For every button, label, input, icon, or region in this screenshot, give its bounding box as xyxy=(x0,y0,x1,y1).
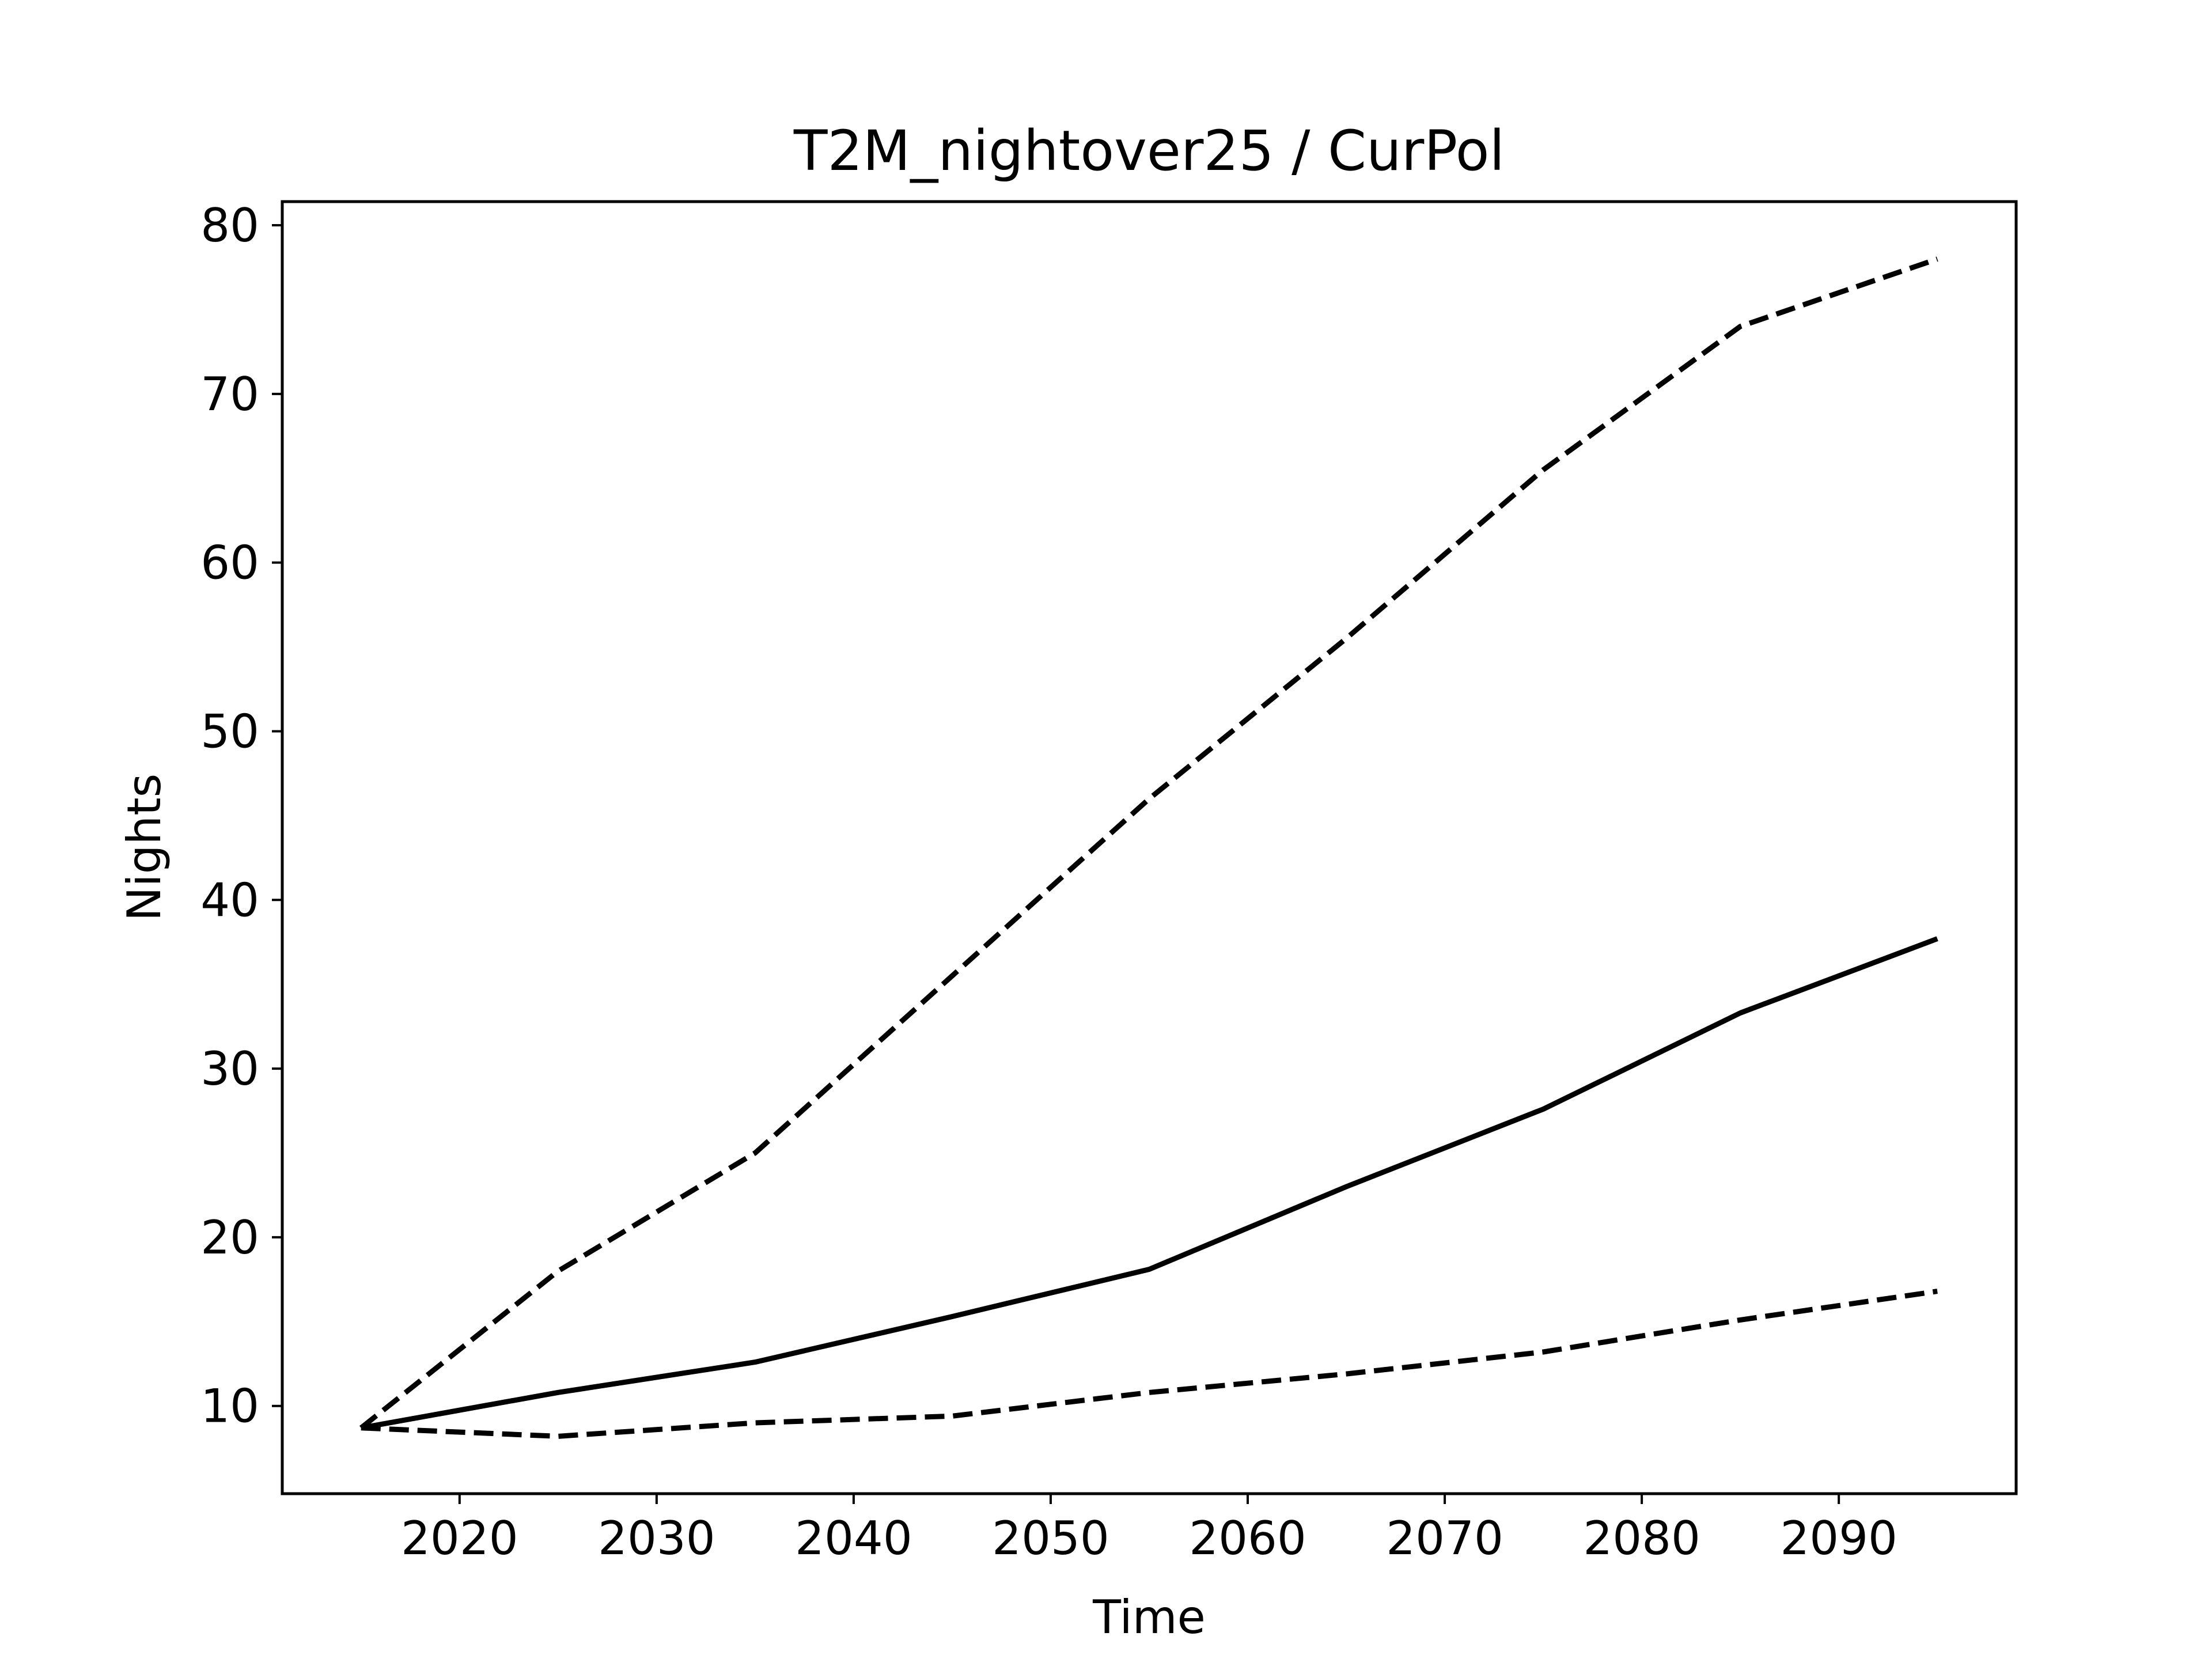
y-tick-label: 70 xyxy=(200,368,259,421)
x-tick-label: 2090 xyxy=(1780,1512,1897,1565)
y-tick-label: 10 xyxy=(200,1380,259,1433)
x-tick-label: 2050 xyxy=(992,1512,1109,1565)
x-tick-label: 2020 xyxy=(401,1512,518,1565)
y-tick-label: 80 xyxy=(200,199,259,252)
plot-frame xyxy=(281,200,2018,1495)
y-axis-label: Nights xyxy=(118,774,171,922)
x-axis: 2020 2030 2040 2050 2060 2070 2080 2090 xyxy=(401,1494,1897,1565)
x-tick-label: 2070 xyxy=(1386,1512,1503,1565)
series-line-1 xyxy=(359,256,1938,1430)
series-layer xyxy=(359,256,1938,1439)
chart-title: T2M_nightover25 / CurPol xyxy=(793,119,1505,183)
y-tick-label: 30 xyxy=(200,1042,259,1096)
y-axis: 10 20 30 40 50 60 70 80 xyxy=(200,199,282,1433)
plot-area xyxy=(282,202,2016,1494)
x-tick-label: 2080 xyxy=(1583,1512,1700,1565)
x-tick-label: 2030 xyxy=(598,1512,715,1565)
x-tick-label: 2040 xyxy=(795,1512,912,1565)
series-line-2 xyxy=(361,936,1938,1431)
x-tick-label: 2060 xyxy=(1189,1512,1306,1565)
y-tick-label: 50 xyxy=(200,704,259,758)
y-tick-label: 40 xyxy=(200,873,259,927)
series-line-3 xyxy=(361,1289,1938,1439)
x-axis-label: Time xyxy=(1092,1590,1206,1644)
y-tick-label: 60 xyxy=(200,536,259,590)
y-tick-label: 20 xyxy=(200,1211,259,1264)
